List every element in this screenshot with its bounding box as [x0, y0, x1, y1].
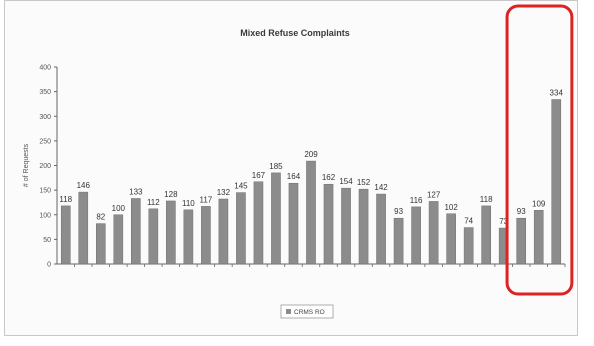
bar-value-label: 102 — [444, 203, 458, 212]
bar-value-label: 117 — [200, 195, 213, 204]
y-tick-label: 350 — [39, 89, 51, 96]
bar-value-label: 145 — [234, 182, 248, 191]
bar — [411, 206, 421, 265]
bar-value-label: 185 — [269, 162, 283, 171]
bar-value-label: 146 — [77, 181, 91, 190]
bar-value-label: 334 — [550, 89, 564, 98]
bar — [131, 198, 141, 265]
bar — [551, 99, 562, 265]
bar-value-label: 100 — [112, 204, 126, 213]
y-tick-label: 300 — [39, 114, 51, 121]
bar — [533, 210, 544, 265]
bar — [463, 227, 474, 265]
bar-value-label: 128 — [164, 190, 178, 199]
bar — [201, 206, 211, 265]
bar-value-label: 152 — [357, 178, 371, 187]
bar — [446, 213, 456, 265]
bar — [271, 172, 281, 265]
bar — [78, 191, 89, 265]
bar-value-label: 118 — [480, 195, 493, 204]
bar-value-label: 167 — [252, 171, 266, 180]
y-tick-label: 200 — [39, 163, 51, 170]
bar-value-label: 162 — [322, 173, 336, 182]
y-tick-label: 150 — [39, 188, 51, 195]
bar-value-label: 109 — [532, 199, 546, 208]
bar-value-label: 73 — [499, 217, 508, 226]
bar-value-label: 74 — [464, 217, 473, 226]
legend-box — [280, 304, 334, 319]
bar-value-label: 127 — [427, 190, 441, 199]
bar-value-label: 116 — [410, 196, 423, 205]
y-axis-title: # of Requests — [23, 143, 30, 187]
bar-value-label: 93 — [394, 207, 403, 216]
bar — [236, 192, 246, 265]
bar-value-label: 164 — [287, 172, 301, 181]
bar — [428, 201, 439, 265]
bar — [183, 209, 194, 265]
bar — [358, 188, 369, 265]
chart-area: Mixed Refuse Complaints # of Requests 0 5… — [4, 0, 578, 336]
bar — [148, 208, 159, 265]
bar-value-label: 154 — [339, 177, 353, 186]
bar — [113, 214, 124, 265]
legend-label: CRMS RO — [294, 309, 325, 316]
bar-chart: Mixed Refuse Complaints # of Requests 0 5… — [23, 28, 566, 319]
y-tick-label: 100 — [39, 212, 51, 219]
plot-layer: 0501001502002503003504001181468210013311… — [39, 65, 566, 269]
legend-swatch — [286, 309, 291, 314]
bar — [95, 223, 106, 265]
y-tick-label: 250 — [39, 138, 51, 145]
bar-value-label: 110 — [182, 199, 195, 208]
chart-title: Mixed Refuse Complaints — [240, 28, 350, 38]
bar — [166, 200, 176, 265]
bar — [341, 187, 351, 265]
bar — [288, 182, 299, 265]
bar — [306, 160, 316, 265]
bar — [218, 198, 229, 265]
bar — [253, 181, 264, 265]
bar-value-label: 132 — [217, 188, 231, 197]
bar-value-label: 209 — [304, 150, 318, 159]
y-tick-label: 400 — [39, 65, 51, 72]
bar-value-label: 112 — [147, 198, 160, 207]
bar — [498, 227, 509, 265]
bar — [376, 193, 386, 265]
bar — [516, 217, 527, 265]
bar-value-label: 118 — [59, 195, 72, 204]
legend: CRMS RO — [280, 304, 334, 319]
bar — [323, 183, 334, 265]
bar-value-label: 82 — [96, 213, 105, 222]
bar-value-label: 93 — [517, 207, 526, 216]
bar — [393, 217, 404, 265]
y-tick-label: 50 — [43, 237, 51, 244]
bar — [481, 205, 491, 265]
y-tick-label: 0 — [47, 262, 51, 269]
bar — [60, 205, 71, 265]
bar-value-label: 142 — [374, 183, 388, 192]
bar-value-label: 133 — [129, 187, 143, 196]
